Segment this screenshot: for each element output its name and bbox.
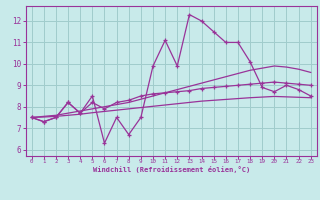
- X-axis label: Windchill (Refroidissement éolien,°C): Windchill (Refroidissement éolien,°C): [92, 166, 250, 173]
